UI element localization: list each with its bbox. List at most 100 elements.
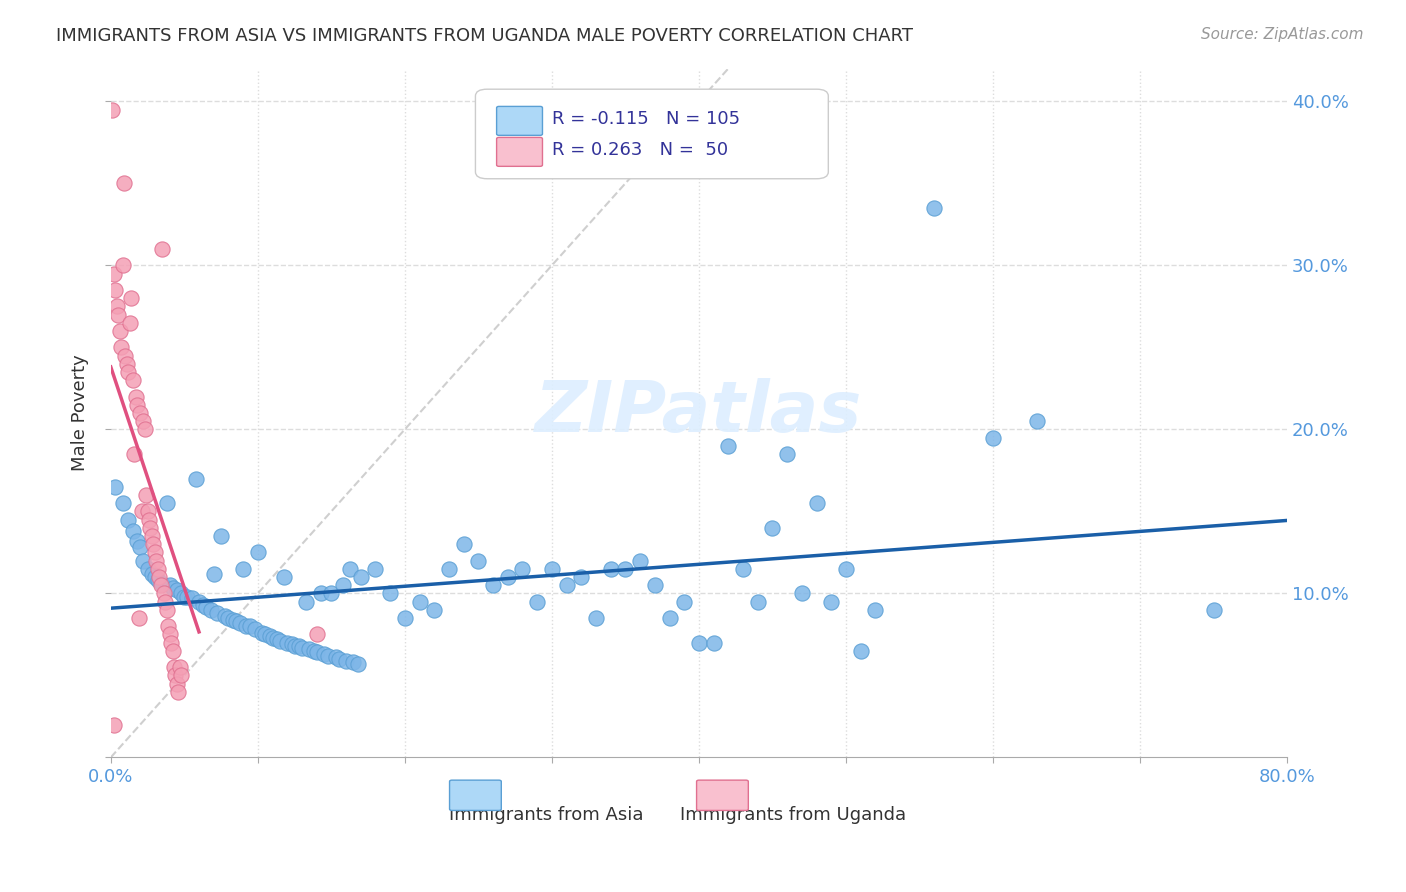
Text: Source: ZipAtlas.com: Source: ZipAtlas.com [1201, 27, 1364, 42]
Point [512, 562, 534, 576]
Text: ZIPatlas: ZIPatlas [536, 378, 863, 448]
Point [305, 627, 328, 641]
Point [129, 406, 152, 420]
Point [335, 654, 357, 668]
Point [291, 640, 314, 655]
Point [176, 590, 198, 604]
Point [129, 541, 152, 555]
Point [273, 570, 295, 584]
Point [761, 521, 783, 535]
Point [835, 562, 858, 576]
Point [104, 283, 127, 297]
Point [284, 639, 307, 653]
Point [342, 655, 364, 669]
Point [364, 562, 387, 576]
Point [200, 603, 222, 617]
Point [599, 562, 621, 576]
Point [124, 447, 146, 461]
Point [145, 553, 167, 567]
Point [105, 299, 128, 313]
Point [288, 639, 311, 653]
Point [205, 606, 228, 620]
Point [717, 439, 740, 453]
Point [132, 414, 155, 428]
Point [162, 582, 184, 596]
Point [159, 578, 181, 592]
Point [820, 594, 842, 608]
Point [731, 562, 754, 576]
Point [134, 422, 156, 436]
Point [496, 570, 519, 584]
Point [332, 578, 354, 592]
Point [266, 632, 288, 647]
Point [614, 562, 637, 576]
Point [328, 652, 350, 666]
Point [239, 619, 262, 633]
Point [120, 291, 142, 305]
Point [146, 574, 169, 588]
Point [162, 644, 184, 658]
Point [246, 545, 269, 559]
Point [117, 365, 139, 379]
Point [222, 613, 245, 627]
Point [166, 583, 188, 598]
Point [378, 586, 401, 600]
Point [170, 668, 193, 682]
Point [250, 625, 273, 640]
Point [628, 553, 651, 567]
Point [110, 340, 132, 354]
Point [673, 594, 696, 608]
Point [125, 390, 148, 404]
Point [408, 594, 430, 608]
Point [118, 316, 141, 330]
Text: R = -0.115   N = 105: R = -0.115 N = 105 [553, 111, 740, 128]
Point [141, 566, 163, 581]
Point [555, 578, 578, 592]
Point [188, 594, 211, 608]
Point [1202, 603, 1225, 617]
Point [849, 644, 872, 658]
Point [128, 611, 150, 625]
Point [526, 594, 548, 608]
Point [180, 591, 202, 606]
Point [169, 660, 191, 674]
Point [922, 201, 945, 215]
Point [195, 599, 218, 614]
Point [114, 349, 136, 363]
Point [111, 258, 134, 272]
Point [143, 545, 166, 559]
Point [149, 578, 172, 592]
Point [585, 611, 607, 625]
Point [165, 668, 187, 682]
Text: Immigrants from Asia: Immigrants from Asia [449, 805, 644, 823]
Point [350, 570, 373, 584]
Point [806, 496, 828, 510]
Text: R = 0.263   N =  50: R = 0.263 N = 50 [553, 142, 728, 160]
Point [423, 603, 446, 617]
Point [302, 644, 325, 658]
Point [298, 642, 321, 657]
FancyBboxPatch shape [475, 89, 828, 178]
FancyBboxPatch shape [496, 106, 543, 136]
Point [790, 586, 813, 600]
Point [159, 627, 181, 641]
Point [160, 635, 183, 649]
Point [202, 566, 225, 581]
Point [309, 586, 332, 600]
Point [232, 562, 254, 576]
Point [209, 529, 232, 543]
Point [121, 524, 143, 538]
Point [280, 637, 302, 651]
Point [688, 635, 710, 649]
Point [346, 657, 368, 671]
Point [115, 357, 138, 371]
Point [148, 570, 170, 584]
Point [225, 614, 247, 628]
Point [112, 177, 135, 191]
Point [150, 576, 173, 591]
Point [318, 648, 340, 663]
Point [193, 598, 215, 612]
Point [321, 586, 343, 600]
Point [132, 553, 155, 567]
Point [453, 537, 475, 551]
